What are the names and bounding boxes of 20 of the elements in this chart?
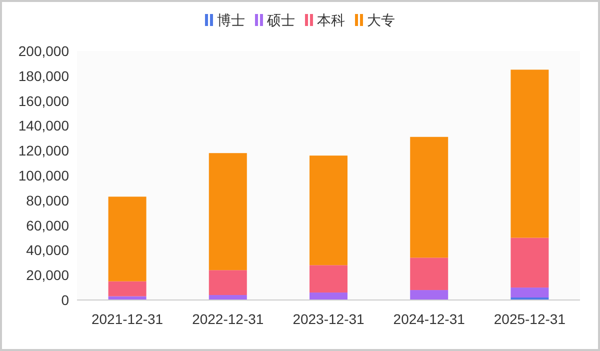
y-tick-label: 80,000 <box>26 192 70 208</box>
y-tick-label: 160,000 <box>18 92 70 109</box>
x-tick-label: 2023-12-31 <box>292 311 365 327</box>
y-tick-label: 100,000 <box>18 168 70 184</box>
legend-label: 博士 <box>217 12 245 28</box>
x-tick-label: 2025-12-31 <box>494 311 566 327</box>
y-tick-label: 60,000 <box>26 217 70 234</box>
y-tick-label: 0 <box>61 292 70 308</box>
y-tick-label: 40,000 <box>26 242 70 258</box>
legend-label: 硕士 <box>266 12 295 28</box>
y-tick-label: 20,000 <box>26 267 70 284</box>
x-tick-label: 2021-12-31 <box>91 311 164 327</box>
x-tick-label: 2022-12-31 <box>192 311 264 327</box>
legend-label: 本科 <box>317 12 345 28</box>
x-tick-label: 2024-12-31 <box>393 311 466 327</box>
y-tick-label: 140,000 <box>18 118 70 134</box>
y-tick-label: 180,000 <box>18 68 70 84</box>
legend-label: 大专 <box>367 12 395 28</box>
y-tick-label: 120,000 <box>18 142 70 159</box>
y-tick-label: 200,000 <box>18 43 70 59</box>
